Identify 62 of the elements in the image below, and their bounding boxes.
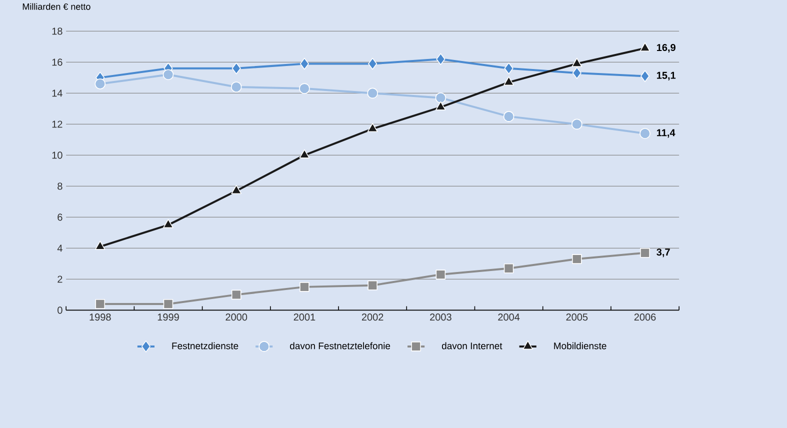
point: [368, 280, 378, 290]
point: [436, 53, 446, 65]
x-tick-label: 2005: [566, 314, 588, 321]
point: [299, 83, 310, 94]
point: [436, 101, 446, 110]
point: [367, 88, 378, 99]
point: [95, 299, 106, 309]
point: [640, 128, 650, 139]
x-tick-label: 2006: [634, 314, 656, 321]
x-tick-label: 2002: [362, 314, 384, 321]
point: [162, 69, 174, 80]
x-tick-label: 2001: [294, 314, 316, 321]
legend-label: davon Festnetztelefonie: [290, 342, 390, 350]
y-tick-label: 2: [58, 276, 62, 283]
point: [163, 299, 174, 309]
y-tick-label: 16: [52, 58, 62, 66]
y-tick-label: 0: [58, 306, 62, 314]
point: [299, 149, 310, 158]
y-tick-label: 8: [58, 182, 62, 190]
point: [232, 62, 241, 74]
y-tick-label: 6: [58, 214, 62, 221]
point: [640, 248, 650, 258]
point: [435, 92, 446, 104]
data-label: 15,1: [657, 72, 676, 80]
y-tick-label: 10: [52, 152, 62, 159]
x-tick-label: 2004: [498, 314, 520, 321]
point: [503, 111, 514, 122]
point: [367, 122, 378, 132]
point: [94, 240, 106, 250]
point: [231, 184, 242, 194]
y-tick-label: 14: [52, 90, 62, 97]
data-label: 11,4: [657, 129, 676, 138]
data-label: 16,9: [657, 44, 676, 53]
data-label: 3,7: [656, 248, 670, 258]
x-tick-label: 1998: [90, 314, 111, 321]
x-tick-label: 2003: [430, 314, 452, 321]
legend-label: davon Internet: [442, 342, 502, 350]
point: [572, 67, 582, 79]
point: [504, 263, 514, 274]
point: [368, 58, 378, 70]
point: [163, 219, 174, 228]
point: [504, 76, 514, 86]
point: [436, 270, 446, 280]
y-axis-title: Milliarden € netto: [22, 3, 90, 10]
point: [230, 82, 242, 92]
point: [231, 290, 242, 300]
point: [572, 254, 582, 264]
point: [300, 282, 310, 292]
y-tick-label: 12: [52, 120, 62, 128]
point: [94, 78, 106, 90]
legend-label: Mobildienste: [554, 342, 606, 350]
legend-label: Festnetzdienste: [172, 342, 238, 350]
point: [640, 70, 650, 82]
point: [504, 62, 514, 74]
y-tick-label: 4: [57, 244, 62, 252]
point: [572, 58, 582, 67]
x-tick-label: 2000: [226, 314, 248, 321]
x-tick-label: 1999: [158, 314, 179, 321]
point: [572, 118, 582, 130]
point: [300, 58, 309, 70]
point: [640, 42, 650, 52]
y-tick-label: 18: [52, 28, 62, 35]
